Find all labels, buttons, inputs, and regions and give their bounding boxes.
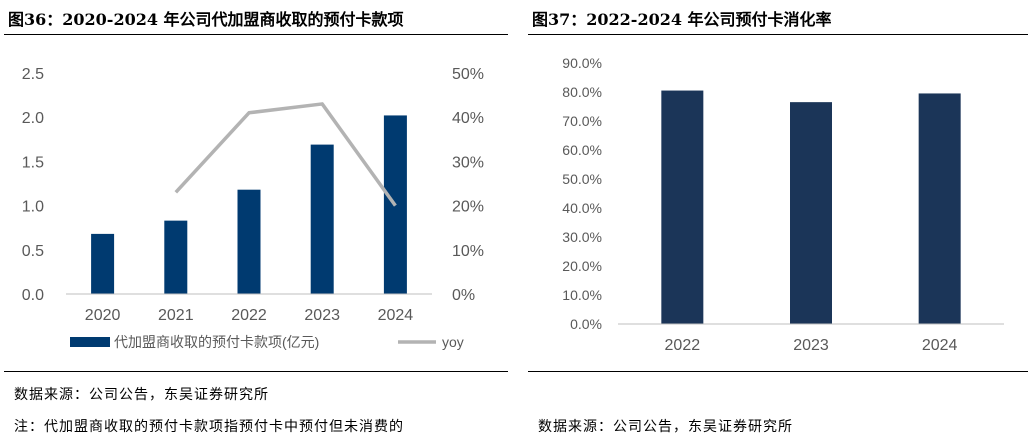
left-legend-line-label: yoy — [442, 334, 464, 350]
right-y-tick-label: 40.0% — [562, 200, 602, 216]
right-top-rule — [528, 34, 1028, 35]
left-legend-bar-label: 代加盟商收取的预付卡款项(亿元) — [114, 334, 319, 350]
right-y-tick-label: 70.0% — [562, 113, 602, 129]
right-y-tick-label: 0.0% — [570, 316, 602, 332]
left-y-tick-label: 2.5 — [22, 66, 44, 83]
right-x-tick-label: 2023 — [793, 337, 829, 354]
left-note-text: 注：代加盟商收取的预付卡款项指预付卡中预付但未消费的 — [14, 419, 404, 435]
left-x-tick-label: 2024 — [378, 307, 414, 324]
left-legend-bar-swatch — [70, 337, 110, 347]
right-y-tick-label: 60.0% — [562, 142, 602, 158]
left-y2-tick-label: 0% — [452, 287, 475, 304]
left-x-tick-label: 2021 — [158, 307, 194, 324]
left-top-rule — [4, 34, 508, 35]
left-figure-title: 图36：2020-2024 年公司代加盟商收取的预付卡款项 — [8, 10, 404, 29]
left-bar — [310, 144, 334, 294]
right-y-tick-label: 20.0% — [562, 258, 602, 274]
left-chart: 0.0 0.5 1.0 1.5 2.0 2.5 0% 10% 20% 30% 40% 50% 2020 2… — [22, 66, 484, 350]
left-y-tick-label: 0.0 — [22, 287, 44, 304]
right-x-tick-label: 2022 — [665, 337, 701, 354]
left-x-tick-label: 2020 — [85, 307, 121, 324]
left-y-tick-label: 1.0 — [22, 199, 44, 216]
right-source-text: 数据来源：公司公告，东吴证券研究所 — [538, 419, 793, 435]
right-bottom-rule — [528, 371, 1028, 372]
left-y2-tick-label: 40% — [452, 110, 484, 127]
left-y2-tick-label: 20% — [452, 199, 484, 216]
right-y-tick-label: 90.0% — [562, 55, 602, 71]
left-y-tick-label: 0.5 — [22, 243, 44, 260]
left-bar — [237, 189, 261, 294]
right-bar — [790, 102, 832, 325]
right-y-tick-label: 10.0% — [562, 287, 602, 303]
left-figure-panel: 图36：2020-2024 年公司代加盟商收取的预付卡款项 0.0 0.5 1.0 1… — [0, 0, 512, 443]
right-bar — [661, 90, 704, 324]
left-y-tick-label: 2.0 — [22, 110, 44, 127]
right-y-tick-label: 80.0% — [562, 84, 602, 100]
left-bar — [164, 220, 188, 294]
left-y2-tick-label: 50% — [452, 66, 484, 83]
right-chart: 0.0% 10.0% 20.0% 30.0% 40.0% 50.0% 60.0% 70.0% 8… — [562, 55, 1004, 354]
right-bar — [918, 93, 961, 324]
left-source-text: 数据来源：公司公告，东吴证券研究所 — [14, 387, 269, 403]
left-x-tick-label: 2023 — [304, 307, 340, 324]
left-bottom-rule — [4, 371, 508, 372]
left-y2-tick-label: 30% — [452, 154, 484, 171]
right-figure-title: 图37：2022-2024 年公司预付卡消化率 — [532, 10, 832, 29]
left-y2-tick-label: 10% — [452, 243, 484, 260]
right-y-tick-label: 50.0% — [562, 171, 602, 187]
left-bar — [91, 233, 115, 294]
right-figure-panel: 图37：2022-2024 年公司预付卡消化率 0.0% 10.0% 20.0% 30… — [524, 0, 1032, 443]
left-yoy-line — [174, 102, 397, 207]
left-y-tick-label: 1.5 — [22, 154, 44, 171]
right-x-tick-label: 2024 — [922, 337, 958, 354]
left-x-tick-label: 2022 — [231, 307, 267, 324]
right-y-tick-label: 30.0% — [562, 229, 602, 245]
